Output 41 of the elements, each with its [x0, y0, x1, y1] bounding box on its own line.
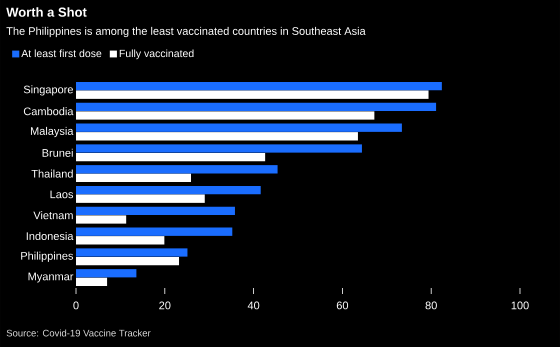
bar: [76, 269, 136, 278]
bar: [76, 124, 402, 132]
bar: [76, 228, 232, 236]
y-tick-label: Thailand: [32, 170, 73, 178]
legend-label: At least first dose: [21, 49, 102, 58]
bar: [76, 111, 374, 120]
bar: [76, 165, 278, 174]
x-tick-label: 80: [426, 302, 437, 310]
y-tick-label: Cambodia: [24, 107, 74, 116]
y-tick-label: Brunei: [42, 148, 73, 157]
bar: [76, 132, 358, 140]
bar: [76, 194, 205, 203]
bar: [76, 278, 108, 286]
y-tick-label: Indonesia: [26, 232, 74, 240]
x-tick-label: 60: [336, 302, 348, 310]
bar: [76, 206, 235, 216]
bar: [76, 82, 442, 90]
bar: [76, 174, 191, 182]
bar: [76, 186, 261, 194]
x-tick-label: 20: [159, 302, 170, 310]
y-tick-label: Vietnam: [33, 211, 73, 220]
bar: [76, 215, 126, 224]
y-tick-label: Singapore: [24, 85, 73, 96]
bar: [76, 236, 164, 244]
x-tick-label: 40: [248, 302, 260, 310]
source-note: Source: Covid-19 Vaccine Tracker: [6, 329, 151, 336]
bar: [76, 152, 266, 162]
x-tick-label: 0: [73, 302, 79, 310]
x-tick-label: 100: [512, 302, 529, 310]
bar: [76, 256, 180, 266]
legend-label: Fully vaccinated: [120, 49, 194, 60]
chart-title: Worth a Shot: [6, 7, 87, 17]
bar: [76, 248, 188, 257]
chart-subtitle: The Philippines is among the least vaccinated countries in Southeast Asia: [6, 26, 366, 38]
y-tick-label: Philippines: [21, 252, 74, 262]
y-tick-label: Myanmar: [28, 272, 74, 283]
y-tick-label: Malaysia: [30, 126, 74, 138]
bar: [76, 144, 362, 153]
y-tick-label: Laos: [50, 190, 74, 198]
bar: [76, 90, 429, 99]
bar: [76, 102, 436, 112]
